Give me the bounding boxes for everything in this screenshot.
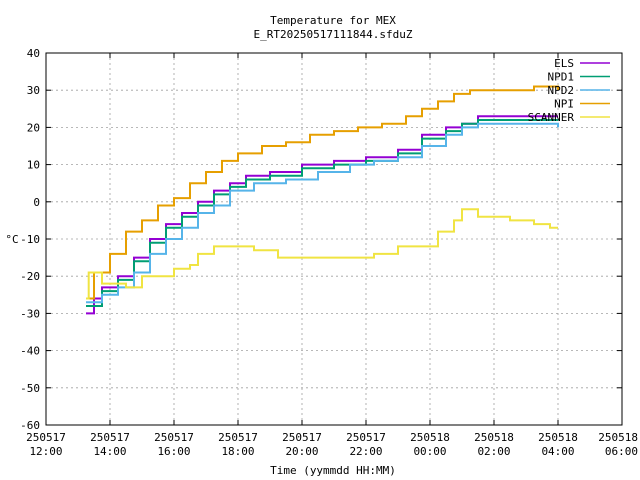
- x-tick-label-date: 250518: [410, 431, 450, 444]
- legend-label: NPI: [554, 98, 574, 111]
- y-tick-label: 40: [27, 47, 40, 60]
- legend-label: NPD2: [548, 84, 575, 97]
- series-line-scanner: [86, 208, 558, 300]
- x-tick-label-date: 250517: [218, 431, 258, 444]
- series-lines: [86, 85, 559, 315]
- y-axis-ticks: 40 30 20 10 0 -10 -20 -30 -40 -50 -60: [20, 47, 622, 432]
- y-tick-label: 10: [27, 159, 40, 172]
- x-tick-label-date: 250518: [538, 431, 578, 444]
- x-tick-label-time: 20:00: [285, 445, 318, 458]
- x-tick-label-date: 250517: [90, 431, 130, 444]
- series-line-els: [86, 115, 558, 315]
- x-tick-label-time: 04:00: [541, 445, 574, 458]
- y-tick-label: -10: [20, 233, 40, 246]
- legend-label: NPD1: [548, 71, 575, 84]
- x-axis-label: Time (yymmdd HH:MM): [270, 464, 396, 477]
- y-axis-label: °C: [5, 233, 18, 246]
- legend-label: ELS: [554, 57, 574, 70]
- series-line-npd2: [86, 122, 559, 304]
- y-tick-label: -20: [20, 270, 40, 283]
- x-tick-label-date: 250518: [598, 431, 638, 444]
- x-tick-label-date: 250517: [26, 431, 66, 444]
- x-tick-label-time: 16:00: [157, 445, 190, 458]
- x-tick-label-time: 14:00: [93, 445, 126, 458]
- y-tick-label: 20: [27, 121, 40, 134]
- x-tick-label-time: 12:00: [29, 445, 62, 458]
- x-tick-label-time: 18:00: [221, 445, 254, 458]
- x-tick-label-time: 02:00: [477, 445, 510, 458]
- x-tick-label-date: 250517: [346, 431, 386, 444]
- series-line-npd1: [86, 119, 558, 307]
- series-line-npi: [86, 85, 559, 300]
- x-tick-label-date: 250517: [282, 431, 322, 444]
- y-tick-label: 0: [33, 196, 40, 209]
- y-tick-label: 30: [27, 84, 40, 97]
- x-tick-label-date: 250517: [154, 431, 194, 444]
- chart-title: Temperature for MEX: [270, 14, 396, 27]
- x-axis-ticks: 25051712:0025051714:0025051716:002505171…: [26, 53, 638, 458]
- x-tick-label-time: 00:00: [413, 445, 446, 458]
- legend-label: SCANNER: [528, 111, 575, 124]
- x-tick-label-time: 22:00: [349, 445, 382, 458]
- plot-frame: [45, 52, 623, 426]
- y-tick-label: -60: [20, 419, 40, 432]
- y-tick-label: -40: [20, 345, 40, 358]
- chart-subtitle: E_RT20250517111844.sfduZ: [254, 28, 413, 41]
- x-tick-label-date: 250518: [474, 431, 514, 444]
- y-tick-label: -50: [20, 382, 40, 395]
- x-tick-label-time: 06:00: [605, 445, 638, 458]
- y-tick-label: -30: [20, 307, 40, 320]
- grid: [45, 52, 623, 426]
